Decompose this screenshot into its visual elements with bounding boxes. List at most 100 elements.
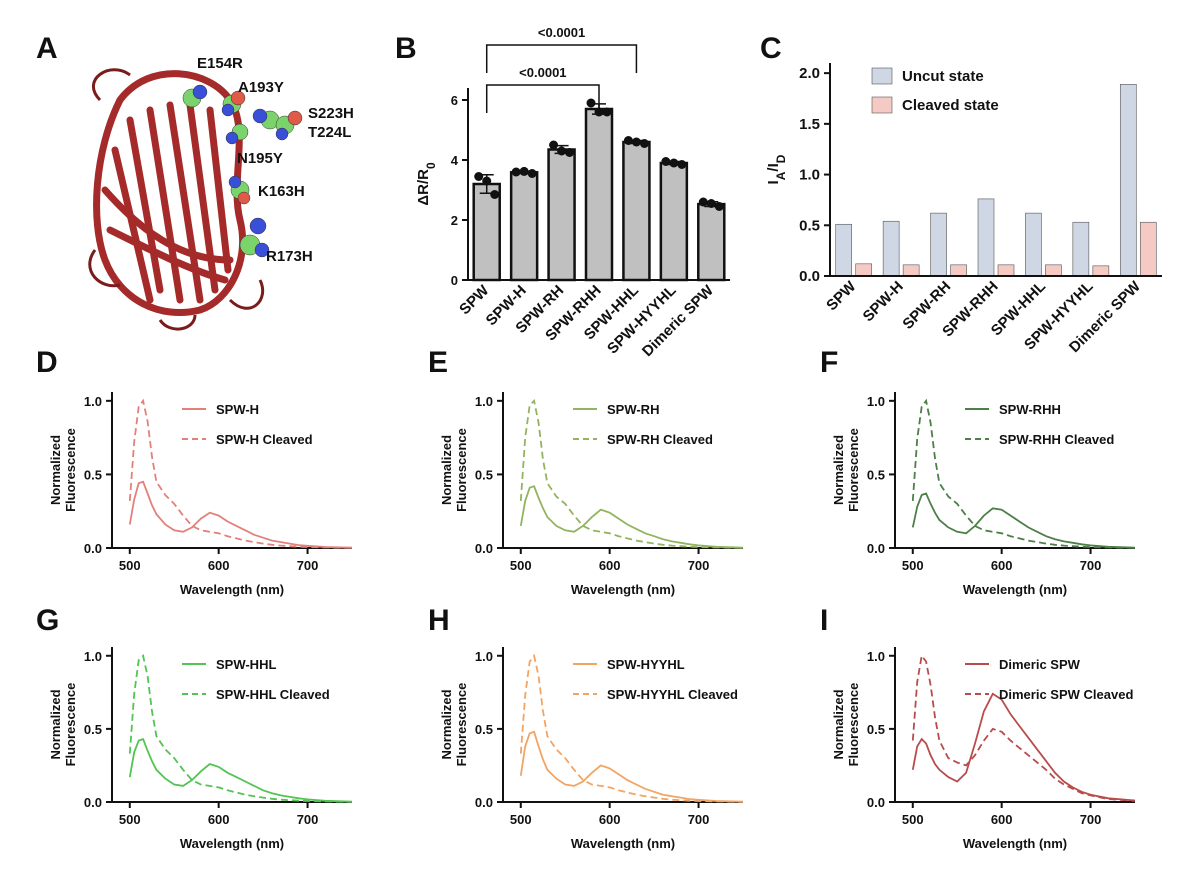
y-axis-label: Normalized — [831, 435, 846, 505]
y-axis-label: Fluorescence — [63, 683, 78, 767]
y-tick-label: 0.0 — [867, 541, 885, 556]
legend-swatch — [871, 67, 893, 85]
y-tick-label: 0 — [451, 273, 458, 288]
x-tick-label: 600 — [991, 812, 1013, 827]
y-tick-label: 0.5 — [867, 467, 885, 482]
bar — [1119, 84, 1137, 277]
bar — [950, 264, 967, 277]
y-label-part: 0 — [424, 162, 438, 169]
legend-label: SPW-H Cleaved — [216, 432, 313, 447]
y-axis-label: Fluorescence — [846, 683, 861, 767]
data-point — [677, 160, 687, 169]
legend-label: SPW-RHH — [999, 402, 1061, 417]
x-tick-label: SPW-H — [860, 278, 907, 325]
mutation-label: R173H — [266, 248, 313, 265]
x-tick-label: 500 — [510, 558, 532, 573]
y-axis-label: ΔR/R0 — [415, 162, 438, 206]
y-label-part: /I — [765, 163, 782, 171]
legend-label: SPW-RH Cleaved — [607, 432, 713, 447]
y-axis-label: Normalized — [48, 435, 63, 505]
legend-swatch — [871, 96, 893, 114]
x-tick-label: 500 — [902, 558, 924, 573]
panel-label: G — [36, 604, 59, 637]
data-point — [669, 158, 679, 168]
data-point — [490, 190, 500, 199]
series-line — [519, 485, 744, 549]
significance-label: <0.0001 — [519, 65, 566, 80]
data-point — [565, 148, 575, 157]
panel-label: C — [760, 32, 782, 65]
mutation-label: K163H — [258, 183, 305, 200]
y-axis-label: Fluorescence — [63, 428, 78, 512]
x-axis-label: Wavelength (nm) — [963, 836, 1067, 851]
x-tick-label: 600 — [599, 812, 621, 827]
significance-label: <0.0001 — [538, 25, 585, 40]
series-line — [911, 492, 1136, 549]
bar — [622, 140, 651, 282]
y-tick-label: 1.0 — [475, 649, 493, 664]
series-line — [128, 654, 353, 803]
y-tick-label: 4 — [451, 153, 459, 168]
data-point — [527, 169, 537, 178]
mutation-label: N195Y — [237, 150, 283, 167]
legend-label: SPW-H — [216, 402, 259, 417]
x-tick-label: 700 — [297, 558, 319, 573]
y-axis-label: Fluorescence — [846, 428, 861, 512]
y-tick-label: 1.0 — [84, 649, 102, 664]
y-tick-label: 1.5 — [799, 116, 820, 133]
data-point — [714, 202, 724, 211]
y-label-part: D — [774, 154, 788, 163]
legend-label: SPW-RH — [607, 402, 659, 417]
bar — [1025, 212, 1042, 277]
x-axis-label: Wavelength (nm) — [180, 582, 284, 597]
legend-label: Cleaved state — [902, 97, 999, 114]
legend-label: SPW-HHL Cleaved — [216, 687, 330, 702]
series-line — [128, 480, 353, 549]
x-tick-label: 600 — [991, 558, 1013, 573]
y-tick-label: 0.5 — [84, 467, 102, 482]
panel-label: D — [36, 346, 58, 379]
y-tick-label: 0.0 — [84, 795, 102, 810]
y-axis-label: Fluorescence — [454, 683, 469, 767]
mutation-label: T224L — [308, 124, 351, 141]
panel-label: B — [395, 32, 417, 65]
bar — [1072, 221, 1090, 277]
bar — [697, 202, 726, 282]
y-axis-label: Normalized — [439, 435, 454, 505]
series-line — [911, 692, 1136, 802]
data-point — [602, 107, 612, 117]
data-point — [639, 139, 649, 148]
bar — [997, 264, 1015, 277]
bar — [659, 161, 689, 282]
y-tick-label: 0.0 — [475, 541, 493, 556]
bar — [584, 107, 614, 282]
y-tick-label: 0.0 — [84, 541, 102, 556]
panel-label: E — [428, 346, 448, 379]
bar — [977, 198, 995, 277]
y-tick-label: 0.0 — [475, 795, 493, 810]
data-point — [511, 167, 521, 177]
x-tick-label: 700 — [297, 812, 319, 827]
legend-label: Dimeric SPW Cleaved — [999, 687, 1133, 702]
y-tick-label: 0.5 — [799, 217, 820, 234]
x-axis-label: Wavelength (nm) — [963, 582, 1067, 597]
bar — [1045, 264, 1062, 277]
data-point — [482, 176, 492, 186]
series-line — [519, 398, 744, 549]
data-point — [623, 136, 633, 145]
data-point — [586, 98, 596, 108]
panel-label: F — [820, 346, 838, 379]
series-line — [911, 398, 1136, 549]
y-tick-label: 1.0 — [867, 394, 885, 409]
y-tick-label: 0.5 — [84, 722, 102, 737]
mutation-label: E154R — [197, 55, 243, 72]
y-tick-label: 1.0 — [867, 649, 885, 664]
y-tick-label: 0.5 — [475, 467, 493, 482]
bar — [835, 223, 853, 277]
y-tick-label: 1.0 — [84, 394, 102, 409]
legend-label: Uncut state — [902, 68, 984, 85]
bar — [547, 148, 576, 282]
legend-label: SPW-HYYHL — [607, 657, 685, 672]
y-axis-label: Normalized — [439, 689, 454, 759]
